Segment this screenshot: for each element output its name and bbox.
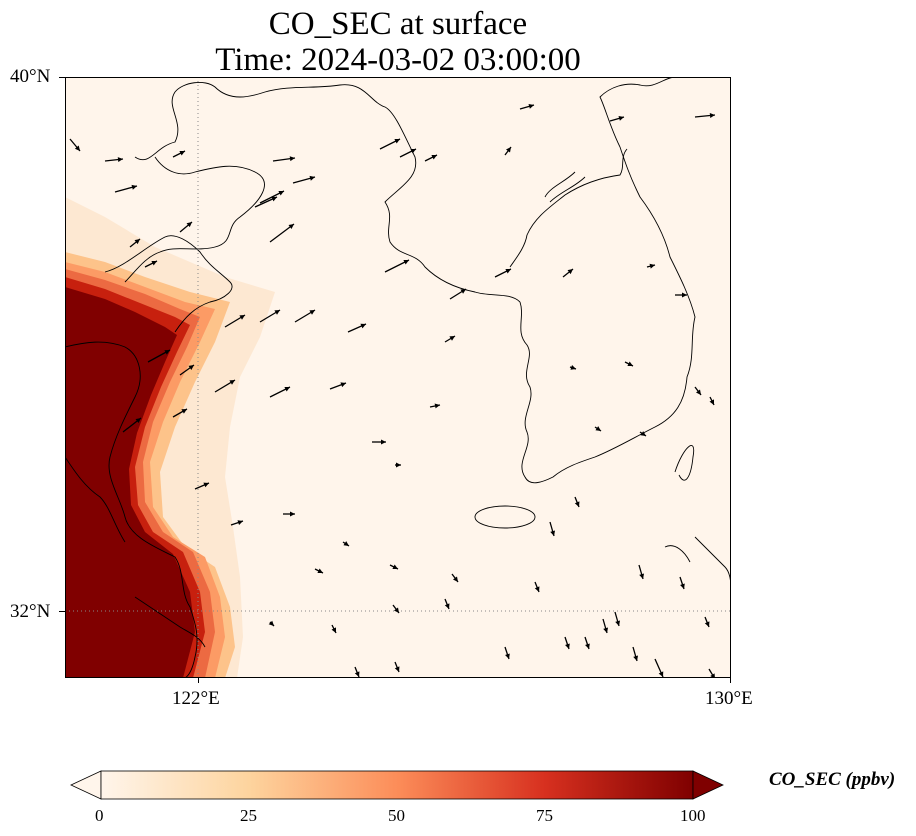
wind-arrow-head: [709, 399, 714, 405]
wind-arrow-head: [567, 269, 573, 275]
wind-arrow-head: [680, 583, 685, 589]
colorbar-tick-25: 25: [240, 806, 257, 825]
wind-arrow-head: [394, 607, 399, 613]
wind-arrow-head: [640, 431, 646, 436]
colorbar-min-extend: [70, 770, 102, 800]
wind-arrow-head: [528, 103, 534, 109]
wind-arrow-head: [135, 418, 141, 424]
wind-arrow-head: [151, 261, 157, 266]
wind-arrow-head: [278, 191, 284, 196]
wind-arrow-head: [453, 576, 458, 582]
wind-arrow-head: [392, 564, 398, 569]
map-subtitle: Time: 2024-03-02 03:00:00: [215, 42, 581, 78]
colorbar-tick-75: 75: [536, 806, 553, 825]
wind-arrow-head: [444, 603, 450, 609]
wind-arrow-head: [229, 380, 235, 385]
wind-arrow-head: [505, 653, 510, 659]
wind-arrow-head: [288, 224, 294, 229]
wind-arrow-head: [394, 666, 400, 672]
wind-arrow-head: [704, 621, 710, 627]
wind-arrow-head: [585, 643, 590, 649]
wind-arrow-head: [343, 541, 349, 546]
wind-arrow-head: [574, 501, 580, 507]
colorbar-max-extend: [692, 770, 724, 800]
wind-arrow-head: [710, 673, 715, 678]
colorbar-gradient: [100, 770, 694, 800]
colorbar-tick-50: 50: [388, 806, 405, 825]
coastlines: [65, 77, 731, 678]
wind-arrow-head: [239, 315, 245, 320]
wind-arrow-head: [460, 289, 466, 294]
wind-arrow-head: [506, 147, 511, 153]
wind-arrow-head: [117, 157, 123, 163]
wind-arrow-head: [434, 403, 440, 409]
wind-arrow-head: [309, 175, 315, 181]
wind-arrow-head: [360, 323, 366, 329]
wind-vectors: [69, 103, 716, 678]
wind-arrow-head: [290, 511, 295, 517]
wind-arrow-head: [274, 310, 280, 315]
wind-arrow-head: [396, 462, 401, 468]
wind-arrow-head: [595, 426, 601, 431]
wind-arrow-head: [627, 361, 633, 366]
wind-arrow-head: [164, 350, 170, 355]
wind-arrow-head: [696, 389, 701, 395]
concentration-field: [65, 197, 275, 678]
wind-arrow-head: [394, 139, 400, 144]
wind-arrow-head: [603, 627, 609, 633]
wind-arrow-head: [179, 151, 185, 156]
wind-arrow-head: [709, 113, 715, 118]
wind-arrow-head: [309, 310, 315, 315]
wind-arrow-head: [550, 530, 556, 536]
wind-arrow-head: [658, 671, 664, 677]
wind-arrow-head: [354, 671, 360, 677]
wind-arrow-head: [131, 184, 137, 190]
wind-arrow-head: [410, 149, 416, 154]
wind-arrow-head: [449, 336, 455, 341]
wind-arrow-head: [237, 520, 243, 525]
wind-arrow-head: [331, 627, 336, 633]
wind-arrow-head: [284, 387, 290, 392]
wind-arrow-head: [639, 573, 645, 579]
lon-tick-130: [730, 677, 731, 683]
wind-arrow-head: [203, 482, 209, 488]
wind-arrow-head: [381, 439, 386, 445]
wind-arrow-head: [431, 155, 437, 160]
wind-arrow-head: [618, 115, 624, 121]
map-frame: [65, 77, 731, 678]
wind-arrow-head: [534, 586, 540, 592]
wind-arrow-head: [570, 365, 576, 370]
wind-arrow-head: [134, 239, 140, 245]
wind-arrow-head: [649, 263, 655, 269]
lat-label-32: 32°N: [10, 601, 51, 622]
wind-arrow-head: [188, 365, 194, 370]
wind-arrow-head: [682, 292, 687, 298]
wind-arrow-head: [186, 222, 192, 228]
wind-arrow-head: [615, 620, 621, 626]
wind-arrow-head: [633, 655, 639, 661]
lon-label-122: 122°E: [172, 688, 220, 709]
wind-arrow-head: [271, 196, 277, 202]
wind-arrow-head: [340, 382, 346, 388]
map-panel: [65, 77, 731, 678]
colorbar-title: CO_SEC (ppbv): [769, 769, 896, 790]
lat-tick-40: [59, 77, 65, 78]
wind-arrow-head: [403, 260, 409, 265]
lon-tick-122: [198, 677, 199, 683]
wind-arrow-head: [565, 643, 570, 649]
map-title: CO_SEC at surface: [268, 6, 528, 42]
lat-label-40: 40°N: [10, 66, 51, 87]
wind-arrow-head: [289, 156, 295, 162]
wind-arrow-head: [505, 269, 511, 274]
wind-arrow-head: [181, 409, 187, 414]
colorbar[interactable]: [70, 770, 730, 800]
wind-arrow-head: [74, 145, 80, 151]
wind-arrow-head: [317, 568, 323, 573]
lat-tick-32: [59, 611, 65, 612]
lon-label-130: 130°E: [705, 688, 753, 709]
wind-arrow-head: [268, 620, 274, 626]
colorbar-tick-100: 100: [680, 806, 706, 825]
colorbar-tick-0: 0: [95, 806, 104, 825]
